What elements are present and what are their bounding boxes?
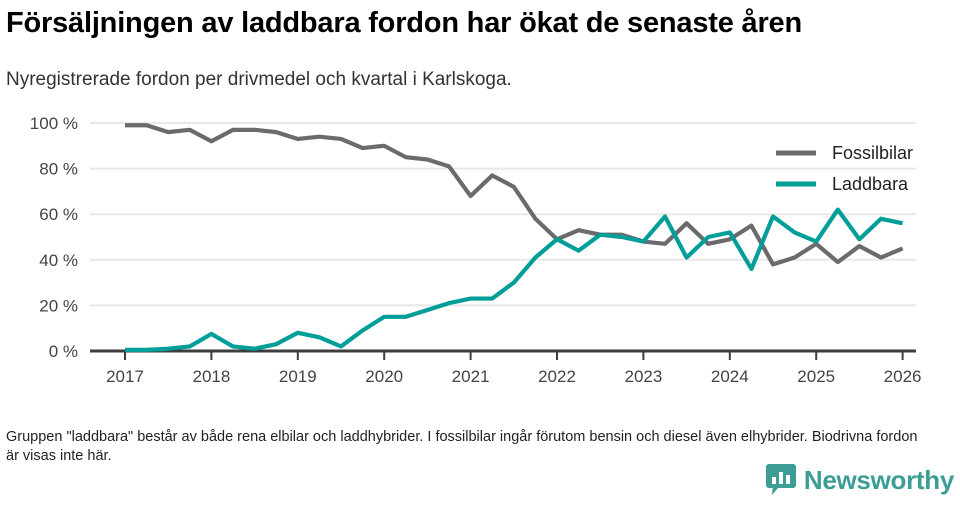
data-series	[125, 123, 904, 352]
x-axis-labels: 2017 2018 2019 2020 2021 2022 2023 2024 2025 2026	[106, 367, 921, 386]
legend-label-laddbara: Laddbara	[832, 174, 909, 194]
y-axis-tick-label: 60 %	[39, 205, 78, 224]
y-axis-tick-label: 20 %	[39, 296, 78, 315]
series-line-fossilbilar	[125, 123, 904, 267]
gridlines	[90, 122, 916, 353]
logo-wordmark: Newsworthy	[803, 465, 954, 495]
y-axis-tick-label: 100 %	[30, 114, 78, 133]
y-axis-labels: 0 % 20 % 40 % 60 % 80 % 100 %	[30, 114, 78, 361]
x-axis-tick-label: 2026	[884, 367, 922, 386]
x-axis-tick-label: 2021	[452, 367, 490, 386]
x-axis-tick-label: 2025	[797, 367, 835, 386]
y-axis-tick-label: 0 %	[49, 342, 78, 361]
x-axis-tick-label: 2017	[106, 367, 144, 386]
y-axis-tick-label: 80 %	[39, 160, 78, 179]
chart-legend: Fossilbilar Laddbara	[776, 143, 913, 194]
x-axis-tick-label: 2018	[192, 367, 230, 386]
x-axis-tick-label: 2023	[624, 367, 662, 386]
chart-footnote: Gruppen "laddbara" består av både rena e…	[6, 429, 918, 464]
y-axis-tick-label: 40 %	[39, 251, 78, 270]
x-axis-tick-label: 2024	[711, 367, 749, 386]
page-subtitle: Nyregistrerade fordon per drivmedel och …	[6, 69, 512, 90]
x-axis-tick-label: 2019	[279, 367, 317, 386]
x-axis-ticks	[124, 351, 904, 360]
page-title: Försäljningen av laddbara fordon har öka…	[6, 7, 802, 39]
legend-label-fossilbilar: Fossilbilar	[832, 143, 913, 163]
chart-svg: 0 % 20 % 40 % 60 % 80 % 100 % 2017 2018 2019 202…	[30, 114, 922, 386]
x-axis-tick-label: 2022	[538, 367, 576, 386]
bar-chart-speech-bubble-icon	[765, 464, 796, 495]
series-line-laddbara	[125, 207, 904, 352]
line-chart: 0 % 20 % 40 % 60 % 80 % 100 % 2017 2018 2019 202…	[0, 105, 960, 395]
x-axis-tick-label: 2020	[365, 367, 403, 386]
newsworthy-logo[interactable]: Newsworthy	[765, 463, 954, 497]
